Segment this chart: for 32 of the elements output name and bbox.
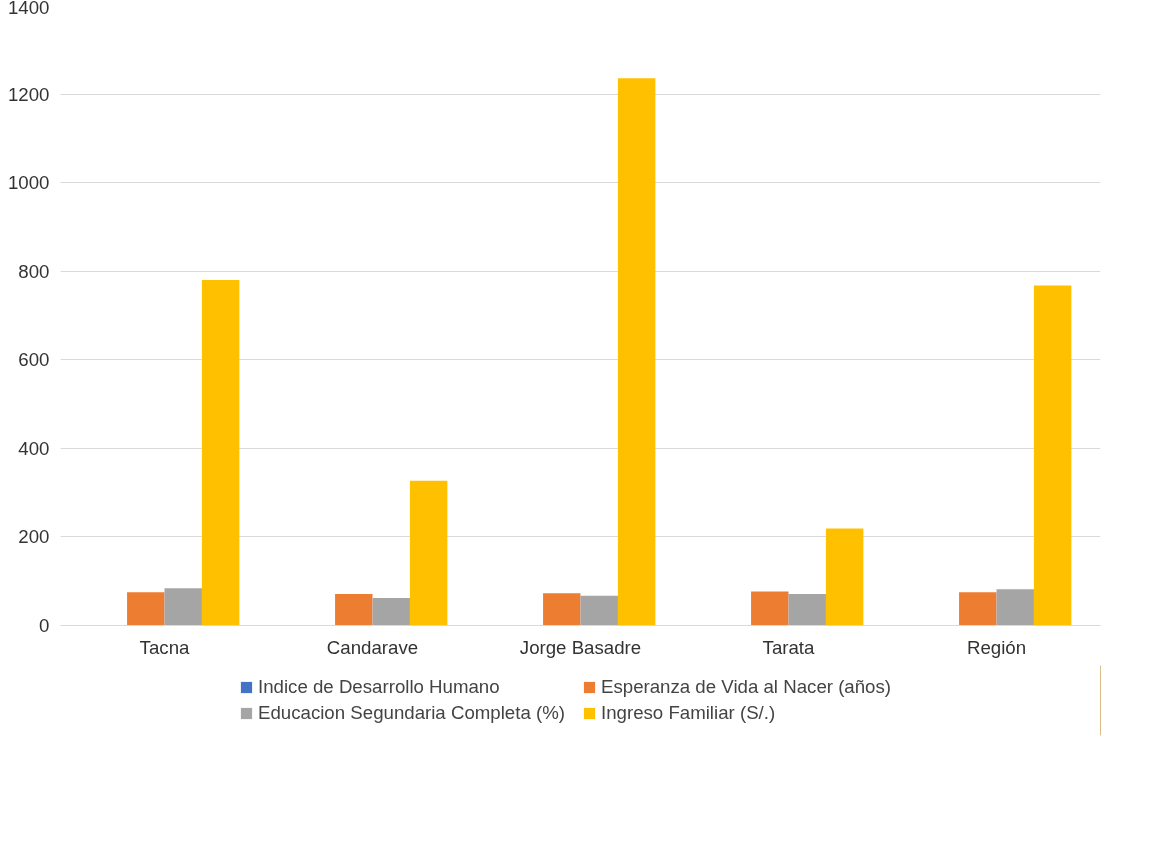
legend-label: Ingreso Familiar (S/.) [601, 702, 777, 724]
y-tick-label: 800 [18, 260, 50, 282]
y-tick-label: 1000 [8, 172, 50, 194]
bar [617, 78, 656, 626]
legend-label: Indice de Desarrollo Humano [258, 676, 501, 698]
y-tick-label: 0 [39, 615, 50, 636]
bar [996, 589, 1034, 626]
bar [751, 591, 789, 626]
bar [788, 594, 826, 626]
legend-label: Educacion Segundaria Completa (%) [258, 702, 566, 724]
y-tick-label: 200 [18, 526, 50, 548]
y-tick-label: 400 [18, 437, 50, 459]
x-tick-label: Candarave [326, 636, 419, 658]
bar [959, 592, 997, 626]
y-tick-label: 1200 [8, 83, 50, 105]
x-tick-label: Jorge Basadre [519, 636, 642, 658]
x-tick-label: Tarata [762, 636, 816, 658]
bar [201, 280, 240, 626]
x-tick-label: Región [966, 636, 1027, 658]
x-tick-label: Tacna [139, 636, 191, 658]
y-tick-label: 600 [18, 349, 50, 371]
legend-label: Esperanza de Vida al Nacer (años) [601, 676, 893, 698]
bar [372, 598, 410, 626]
bar [825, 528, 864, 626]
bar [580, 595, 618, 626]
bar [543, 593, 581, 626]
bar [335, 594, 373, 626]
bar [164, 588, 202, 626]
bar [1033, 285, 1072, 626]
y-tick-label: 1400 [8, 0, 50, 18]
bar [409, 480, 448, 626]
bar [127, 592, 165, 626]
